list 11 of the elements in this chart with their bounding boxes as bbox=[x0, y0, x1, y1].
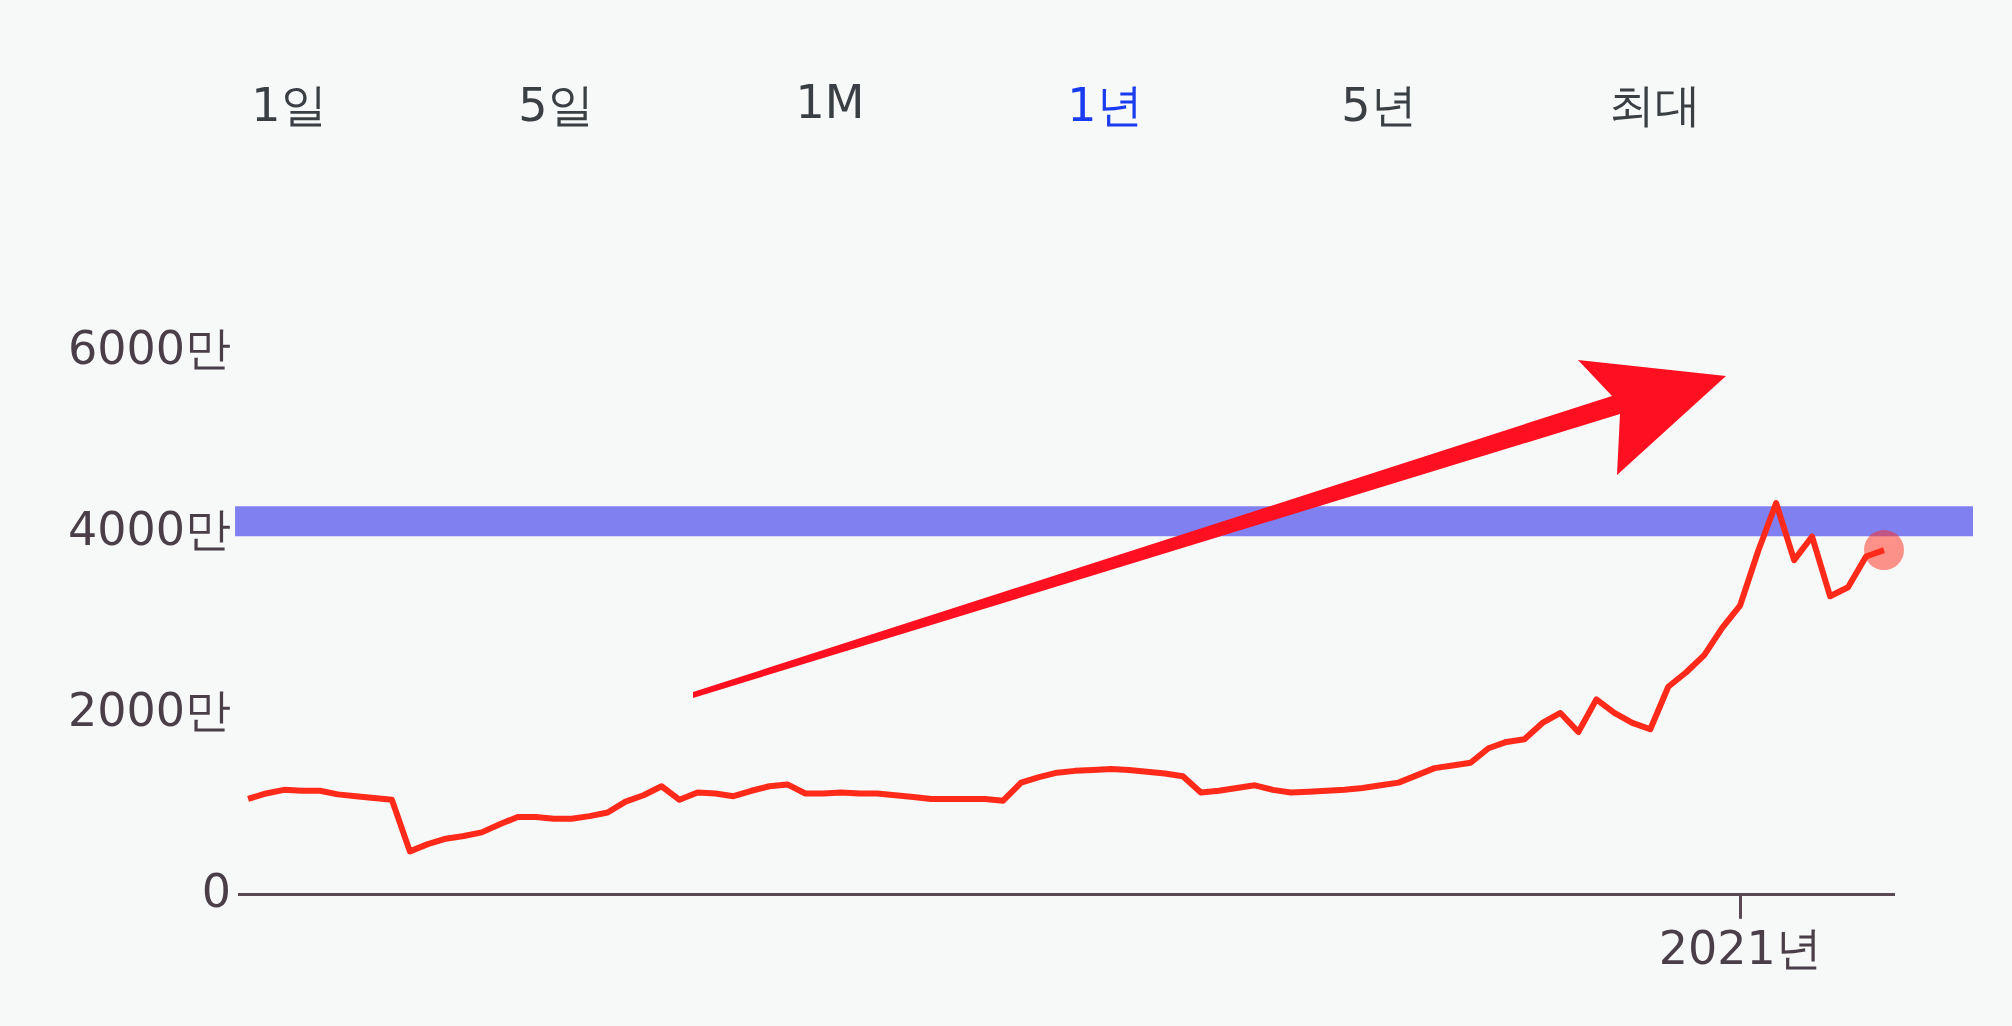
text: 5일 bbox=[508, 75, 604, 137]
text: 5년 bbox=[1331, 75, 1427, 137]
y-tick-label: 0 bbox=[201, 863, 232, 918]
text: 1년 bbox=[1057, 75, 1153, 137]
x-tick-label: 2021년 bbox=[1658, 921, 1822, 976]
y-tick-label: 6000만 bbox=[67, 320, 232, 375]
text: 1M bbox=[785, 75, 875, 129]
y-tick-label: 4000만 bbox=[67, 501, 232, 556]
text: 1일 bbox=[241, 75, 337, 137]
text: 최대 bbox=[1599, 75, 1711, 137]
y-tick-label: 2000만 bbox=[67, 682, 232, 737]
